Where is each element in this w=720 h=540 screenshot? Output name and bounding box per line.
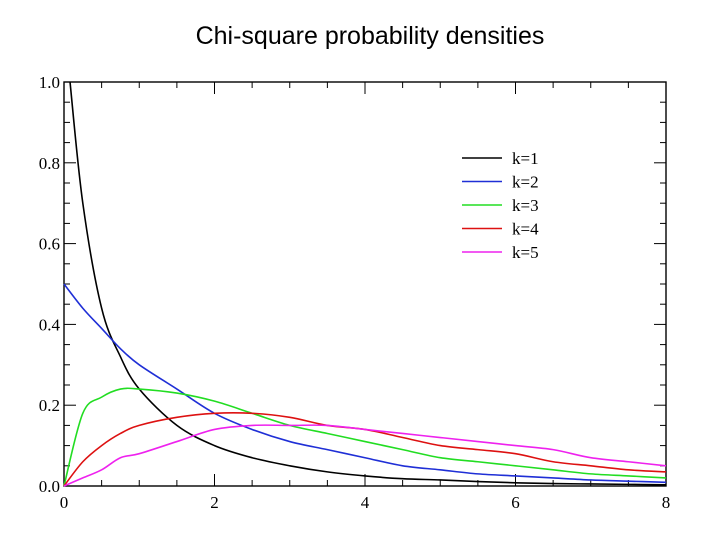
series-line-k-5 [63,424,667,487]
legend-label-k-3: k=3 [512,196,539,215]
series-line-k-3 [63,387,667,487]
legend-label-k-4: k=4 [512,220,539,239]
legend-label-k-2: k=2 [512,173,539,192]
x-tick-label: 0 [60,493,69,512]
page-title: Chi-square probability densities [195,22,545,50]
chart-lines [63,81,667,487]
y-tick-label: 0.2 [39,396,60,415]
chart-legend: k=1 k=2 k=3 k=4 k=5 [462,149,539,262]
legend-label-k-5: k=5 [512,243,539,262]
y-tick-label: 0.8 [39,154,60,173]
y-tick-label: 0.4 [39,315,61,334]
y-tick-label: 0.0 [39,477,60,496]
series-line-k-1 [69,81,667,486]
plot-frame [63,81,667,487]
x-tick-label: 6 [511,493,520,512]
y-tick-label: 0.6 [39,235,60,254]
y-tick-label: 1.0 [39,73,60,92]
x-tick-label: 8 [662,493,671,512]
series-line-k-2 [63,283,667,484]
x-tick-label: 4 [361,493,370,512]
x-tick-label: 2 [210,493,219,512]
chart-axes: 0 2 4 6 8 0.0 0.2 0.4 0.6 0.8 1.0 [39,73,671,512]
legend-label-k-1: k=1 [512,149,539,168]
